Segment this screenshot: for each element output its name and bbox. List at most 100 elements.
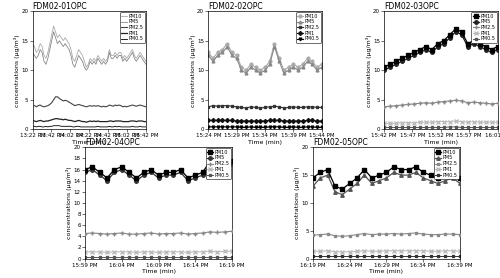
PM10 (286, 66, 292, 69)
PM1 (214, 119, 220, 122)
PM1 (48, 118, 54, 121)
PM0.5 (262, 126, 268, 129)
PM5 (458, 33, 464, 36)
Line: PM5: PM5 (84, 162, 234, 182)
PM5 (90, 168, 96, 171)
PM0.5 (417, 126, 423, 129)
PM2.5 (318, 106, 324, 109)
PM1 (96, 250, 102, 254)
PM5 (354, 182, 360, 185)
PM5 (143, 63, 149, 66)
PM10 (376, 173, 382, 177)
PM0.5 (214, 255, 220, 259)
PM10 (220, 48, 226, 51)
PM0.5 (340, 255, 345, 258)
PM2.5 (314, 106, 320, 109)
PM2.5 (318, 233, 324, 236)
Legend: PM10, PM5, PM2.5, PM1, PM0.5: PM10, PM5, PM2.5, PM1, PM0.5 (472, 12, 496, 43)
PM10 (354, 176, 360, 180)
PM0.5 (143, 125, 149, 128)
PM2.5 (70, 103, 76, 106)
PM5 (300, 66, 306, 69)
PM10 (300, 63, 306, 66)
Legend: PM10, PM5, PM2.5, PM1, PM0.5: PM10, PM5, PM2.5, PM1, PM0.5 (434, 148, 459, 179)
PM2.5 (112, 232, 117, 235)
PM0.5 (381, 126, 387, 129)
Line: PM1: PM1 (382, 119, 500, 125)
PM0.5 (476, 126, 482, 129)
PM0.5 (272, 125, 278, 128)
Line: PM2.5: PM2.5 (382, 98, 500, 109)
PM0.5 (324, 255, 330, 258)
PM5 (192, 176, 198, 180)
PM5 (387, 66, 393, 69)
PM2.5 (457, 233, 463, 236)
PM2.5 (206, 105, 212, 108)
Y-axis label: concentrations (μg/m³): concentrations (μg/m³) (66, 167, 72, 239)
PM1 (362, 249, 368, 252)
PM5 (482, 48, 488, 51)
PM10 (90, 165, 96, 168)
PM2.5 (229, 105, 235, 108)
PM1 (420, 249, 426, 252)
PM2.5 (248, 105, 254, 108)
PM1 (405, 121, 411, 125)
PM1 (413, 249, 419, 252)
PM1 (295, 119, 301, 123)
PM1 (482, 120, 488, 124)
PM1 (423, 120, 429, 124)
PM10 (178, 168, 184, 171)
PM2.5 (435, 100, 441, 104)
PM10 (429, 48, 435, 51)
PM5 (470, 42, 476, 45)
PM2.5 (281, 106, 287, 110)
PM2.5 (411, 102, 417, 106)
PM5 (170, 173, 176, 177)
PM10 (324, 168, 330, 171)
PM2.5 (300, 106, 306, 109)
Y-axis label: concentrations (μg/m³): concentrations (μg/m³) (366, 34, 372, 106)
PM2.5 (429, 101, 435, 105)
PM5 (324, 173, 330, 177)
PM2.5 (458, 99, 464, 103)
PM1 (470, 120, 476, 123)
Line: PM0.5: PM0.5 (84, 255, 234, 258)
PM5 (104, 60, 110, 63)
PM0.5 (405, 126, 411, 129)
PM5 (381, 68, 387, 72)
PM5 (452, 30, 458, 33)
PM5 (435, 182, 441, 185)
Line: PM0.5: PM0.5 (382, 126, 499, 129)
PM0.5 (376, 255, 382, 258)
PM2.5 (170, 232, 176, 235)
PM10 (318, 63, 324, 66)
PM5 (276, 60, 282, 63)
PM5 (262, 68, 268, 72)
PM0.5 (243, 126, 249, 129)
PM0.5 (185, 255, 191, 259)
PM2.5 (482, 101, 488, 105)
PM2.5 (304, 105, 310, 108)
PM2.5 (428, 233, 434, 236)
PM5 (82, 171, 88, 174)
PM0.5 (464, 126, 470, 129)
PM1 (457, 250, 463, 253)
PM2.5 (391, 232, 397, 235)
PM5 (210, 60, 216, 63)
PM0.5 (96, 255, 102, 259)
PM1 (178, 250, 184, 254)
PM0.5 (399, 126, 405, 129)
PM5 (258, 71, 264, 75)
PM2.5 (72, 104, 78, 107)
PM0.5 (207, 255, 213, 259)
PM1 (262, 119, 268, 123)
PM10 (417, 48, 423, 51)
PM10 (60, 39, 66, 42)
PM10 (393, 60, 399, 63)
Line: PM0.5: PM0.5 (207, 126, 323, 129)
PM5 (332, 190, 338, 193)
PM2.5 (200, 231, 205, 235)
PM2.5 (272, 105, 278, 108)
PM10 (452, 27, 458, 31)
PM5 (340, 193, 345, 196)
